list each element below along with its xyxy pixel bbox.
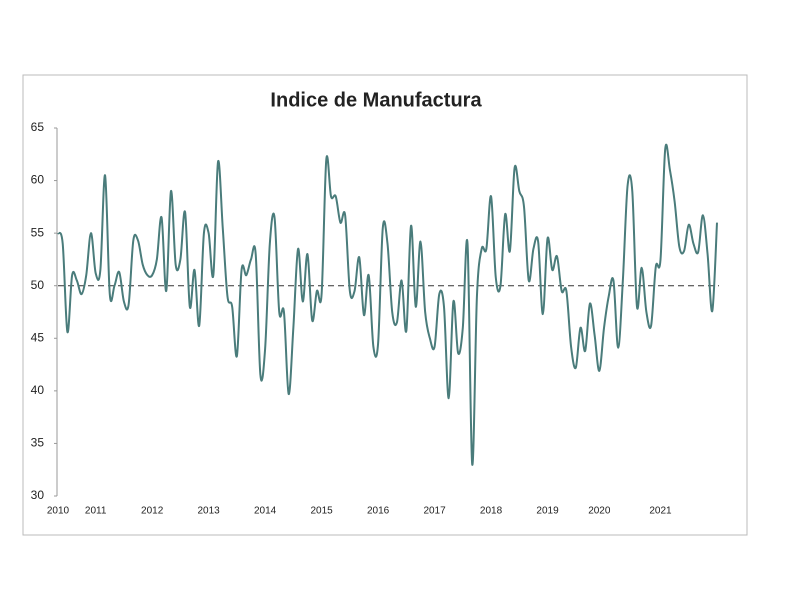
- x-tick-label: 2020: [588, 506, 611, 517]
- x-tick-label: 2013: [198, 506, 221, 517]
- y-tick-label: 65: [31, 120, 45, 134]
- x-tick-label: 2019: [536, 506, 559, 517]
- y-tick-label: 35: [31, 436, 45, 450]
- y-tick-label: 50: [31, 278, 45, 292]
- x-tick-label: 2014: [254, 506, 277, 517]
- x-tick-label: 2016: [367, 506, 390, 517]
- y-tick-label: 45: [31, 330, 45, 344]
- data-line: [57, 143, 718, 466]
- chart-frame: [22, 74, 748, 536]
- y-tick-label: 40: [31, 383, 45, 397]
- y-tick-label: 55: [31, 225, 45, 239]
- y-tick-label: 60: [31, 173, 45, 187]
- chart-title: Indice de Manufactura: [270, 89, 482, 111]
- x-tick-label: 2021: [649, 506, 672, 517]
- x-tick-label: 2012: [141, 506, 164, 517]
- x-tick-label: 2015: [310, 506, 333, 517]
- x-tick-label: 2018: [480, 506, 503, 517]
- x-tick-label: 2017: [423, 506, 446, 517]
- y-tick-label: 30: [31, 488, 45, 502]
- x-tick-label: 2011: [85, 506, 107, 517]
- x-tick-label: 2010: [47, 506, 70, 517]
